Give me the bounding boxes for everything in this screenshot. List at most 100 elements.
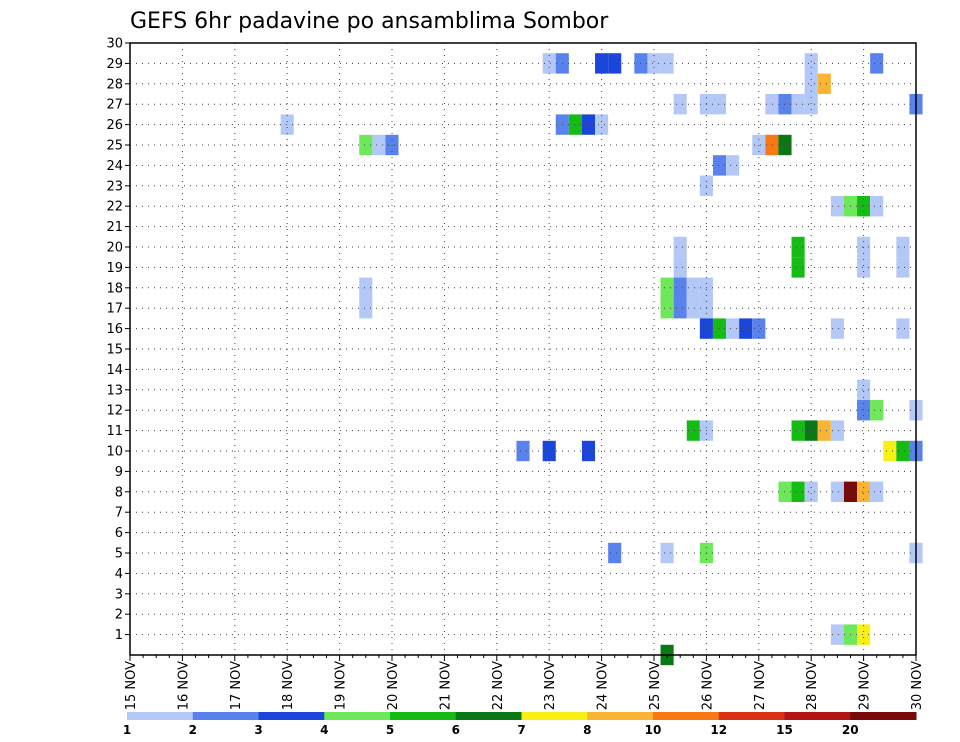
heatmap-cell [542,53,556,74]
chart-title: GEFS 6hr padavine po ansamblima Sombor [130,9,609,34]
colorbar-label: 2 [189,723,197,737]
y-tick-label: 21 [106,220,123,235]
colorbar-label: 4 [320,723,328,737]
y-tick-label: 16 [106,322,123,337]
heatmap-cell [660,298,674,319]
y-tick-label: 4 [115,567,123,582]
x-tick-label: 19 NOV [334,661,349,710]
colorbar-label: 5 [386,723,394,737]
heatmap-cell [791,94,805,115]
colorbar-swatch [192,712,259,720]
heatmap-cell [870,53,884,74]
heatmap-cell [857,257,871,278]
y-tick-label: 11 [106,424,123,439]
heatmap-cell [673,94,687,115]
heatmap-cell [581,114,596,135]
x-tick-label: 28 NOV [805,661,820,710]
x-tick-label: 17 NOV [229,661,244,710]
colorbar-swatch [718,712,785,720]
heatmap-cell [726,318,740,339]
heatmap-cell [595,53,609,74]
y-tick-label: 5 [115,547,123,562]
colorbar-swatch [390,712,457,720]
y-tick-label: 27 [106,98,123,113]
y-tick-label: 2 [115,608,123,623]
colorbar-label: 3 [254,723,262,737]
heatmap-cell [595,114,609,135]
y-tick-label: 8 [115,485,123,500]
y-tick-label: 9 [115,465,123,480]
colorbar-swatch [784,712,851,720]
y-tick-label: 6 [115,526,123,541]
x-tick-label: 15 NOV [124,661,139,710]
colorbar-swatch [653,712,720,720]
x-tick-label: 30 NOV [910,661,925,710]
colorbar-label: 7 [517,723,525,737]
x-tick-label: 23 NOV [543,661,558,710]
heatmap-cell [686,298,700,319]
heatmap-cell [765,94,779,115]
heatmap-cell [686,420,700,441]
x-tick-label: 27 NOV [753,661,768,710]
heatmap-cell [830,420,844,441]
heatmap-cell [791,420,805,441]
colorbar-label: 20 [842,723,859,737]
x-tick-label: 21 NOV [438,661,453,710]
heatmap-cell [804,420,818,441]
heatmap-cell [660,277,674,298]
heatmap-cell [726,155,740,176]
y-tick-label: 17 [106,302,123,317]
heatmap-cell [791,481,805,502]
y-tick-label: 23 [106,179,123,194]
colorbar-label: 12 [710,723,727,737]
heatmap-cell [752,318,766,339]
colorbar-swatch [258,712,325,720]
heatmap-cell [870,400,884,421]
colorbar-swatch [521,712,588,720]
heatmap-cells [280,53,923,666]
heatmap-cell [712,94,727,115]
y-tick-label: 12 [106,404,123,419]
colorbar-label: 8 [583,723,591,737]
x-tick-label: 25 NOV [648,661,663,710]
heatmap-cell [712,155,727,176]
colorbar-label: 15 [776,723,793,737]
heatmap-cell [804,73,818,94]
heatmap-cell [804,94,818,115]
heatmap-cell [857,379,871,400]
heatmap-cell [791,257,805,278]
heatmap-cell [791,236,805,258]
colorbar-label: 10 [645,723,662,737]
heatmap-cell [359,134,373,156]
colorbar-swatch [455,712,522,720]
y-tick-label: 26 [106,118,123,133]
grid-lines [130,43,916,655]
heatmap-cell [647,53,661,74]
y-tick-label: 25 [106,139,123,154]
heatmap-cell [673,298,687,319]
y-tick-label: 14 [106,363,123,378]
colorbar-swatch [324,712,391,720]
colorbar-label: 1 [123,723,131,737]
heatmap-cell [804,53,818,74]
colorbar-label: 6 [452,723,460,737]
heatmap-cell [686,277,700,298]
x-tick-label: 20 NOV [386,661,401,710]
heatmap-cell [739,318,753,339]
colorbar-swatch [587,712,654,720]
y-tick-label: 13 [106,383,123,398]
x-tick-label: 18 NOV [281,661,296,710]
heatmap-cell [830,481,844,502]
y-tick-label: 10 [106,445,123,460]
axes: 1234567891011121314151617181920212223242… [106,37,925,711]
y-tick-label: 28 [106,77,123,92]
heatmap-cell [857,196,871,217]
plot-frame [129,42,917,656]
y-tick-label: 20 [106,241,123,256]
heatmap-cell [896,257,910,278]
y-tick-label: 30 [106,37,123,52]
heatmap-cell [817,73,831,94]
heatmap-cell [817,420,831,441]
x-tick-label: 22 NOV [491,661,506,710]
heatmap-cell [608,542,622,564]
